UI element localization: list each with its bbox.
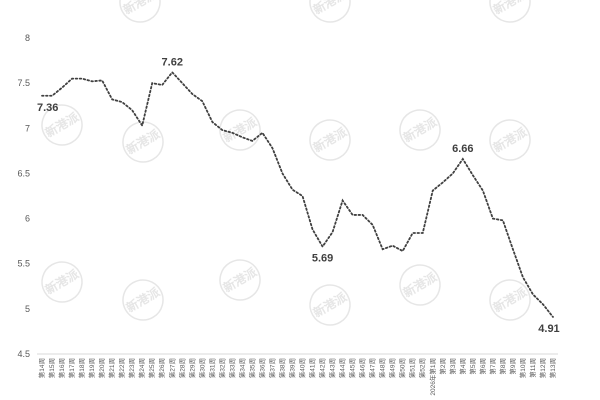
series-line xyxy=(41,70,554,318)
watermark-logo: 新港派 xyxy=(399,264,441,306)
x-tick-label: 第16周 xyxy=(57,358,66,378)
x-tick-label: 第29周 xyxy=(187,358,196,378)
watermark-logo: 新港派 xyxy=(309,119,351,161)
x-tick-label: 第2周 xyxy=(438,358,447,375)
watermark-logo: 新港派 xyxy=(219,259,261,301)
watermark-logo: 新港派 xyxy=(41,261,83,303)
watermark-logo: 新港派 xyxy=(122,279,164,321)
x-tick-label: 第26周 xyxy=(157,358,166,378)
data-label: 7.62 xyxy=(162,56,183,68)
watermark-text: 新港派 xyxy=(310,0,350,17)
data-label: 6.66 xyxy=(452,143,473,155)
x-tick-label: 第39周 xyxy=(287,358,296,378)
x-tick-label: 第34周 xyxy=(237,358,246,378)
x-tick-label: 第45周 xyxy=(348,358,357,378)
x-tick-label: 第18周 xyxy=(77,358,86,378)
x-tick-label: 第36周 xyxy=(257,358,266,378)
x-tick-label: 第13周 xyxy=(548,358,557,378)
watermark-text: 新港派 xyxy=(490,284,530,315)
y-tick-label: 5.5 xyxy=(17,259,30,269)
watermark-logo: 新港派 xyxy=(309,284,351,326)
watermark-logo: 新港派 xyxy=(119,0,161,23)
watermark-logo: 新港派 xyxy=(489,119,531,161)
x-tick-label: 第52周 xyxy=(418,358,427,378)
watermark-text: 新港派 xyxy=(490,124,530,155)
x-tick-label: 第46周 xyxy=(358,358,367,378)
x-axis: 第14周 第15周 第16周 第17周 第18周 第19周 第20周 第21周 第22周 第23周… xyxy=(37,358,557,396)
x-tick-label: 第14周 xyxy=(37,358,46,378)
x-tick-label: 第43周 xyxy=(328,358,337,378)
y-axis: 4.5 5 5.5 6 6.5 7 7.5 8 xyxy=(17,33,30,359)
watermark-text: 新港派 xyxy=(42,266,82,297)
watermark-text: 新港派 xyxy=(310,124,350,155)
x-tick-label: 第42周 xyxy=(318,358,327,378)
x-tick-label: 第23周 xyxy=(127,358,136,378)
x-tick-label: 第50周 xyxy=(398,358,407,378)
watermark-text: 新港派 xyxy=(123,284,163,315)
y-tick-label: 7.5 xyxy=(17,78,30,88)
watermark-text: 新港派 xyxy=(220,264,260,295)
x-tick-label: 第35周 xyxy=(247,358,256,378)
x-tick-label: 第41周 xyxy=(308,358,317,378)
y-tick-label: 8 xyxy=(25,33,30,43)
y-tick-label: 5 xyxy=(25,304,30,314)
watermark-text: 新港派 xyxy=(400,269,440,300)
watermark-text: 新港派 xyxy=(400,114,440,145)
watermark-text: 新港派 xyxy=(120,0,160,17)
data-label: 4.91 xyxy=(538,323,559,335)
x-tick-label: 第48周 xyxy=(378,358,387,378)
y-tick-label: 6 xyxy=(25,214,30,224)
x-tick-label: 第19周 xyxy=(87,358,96,378)
x-tick-label: 第51周 xyxy=(408,358,417,378)
x-tick-label: 第17周 xyxy=(67,358,76,378)
x-tick-label: 第5周 xyxy=(468,358,477,375)
data-label: 7.36 xyxy=(37,102,58,114)
x-tick-label: 第11周 xyxy=(528,358,537,378)
x-tick-label: 第20周 xyxy=(97,358,106,378)
x-tick-label: 第22周 xyxy=(117,358,126,378)
x-tick-label: 第24周 xyxy=(137,358,146,378)
watermark-text: 新港派 xyxy=(123,126,163,157)
x-tick-label: 第10周 xyxy=(518,358,527,378)
x-tick-label: 第7周 xyxy=(488,358,497,375)
x-tick-label: 第21周 xyxy=(107,358,116,378)
watermark-logo: 新港派 xyxy=(489,0,531,23)
x-tick-label: 第32周 xyxy=(217,358,226,378)
x-tick-label: 第47周 xyxy=(368,358,377,378)
watermark-text: 新港派 xyxy=(310,289,350,320)
watermark-text: 新港派 xyxy=(490,0,530,17)
x-tick-label: 第40周 xyxy=(298,358,307,378)
x-tick-label: 第37周 xyxy=(267,358,276,378)
x-tick-label: 2026年第1周 xyxy=(428,358,437,396)
watermark-logo: 新港派 xyxy=(399,109,441,151)
watermark-logo: 新港派 xyxy=(309,0,351,23)
y-tick-label: 6.5 xyxy=(17,168,30,178)
x-tick-label: 第49周 xyxy=(388,358,397,378)
y-tick-label: 4.5 xyxy=(17,349,30,359)
data-labels: 7.36 7.62 5.69 6.66 4.91 xyxy=(37,56,560,335)
x-tick-label: 第25周 xyxy=(147,358,156,378)
x-tick-label: 第44周 xyxy=(338,358,347,378)
x-tick-label: 第33周 xyxy=(227,358,236,378)
watermark-logo: 新港派 xyxy=(489,279,531,321)
x-tick-label: 第31周 xyxy=(207,358,216,378)
x-tick-label: 第12周 xyxy=(538,358,547,378)
x-tick-label: 第4周 xyxy=(458,358,467,375)
x-tick-label: 第9周 xyxy=(508,358,517,375)
x-tick-label: 第15周 xyxy=(47,358,56,378)
x-tick-label: 第6周 xyxy=(478,358,487,375)
x-tick-label: 第28周 xyxy=(177,358,186,378)
x-tick-label: 第3周 xyxy=(448,358,457,375)
y-tick-label: 7 xyxy=(25,123,30,133)
data-label: 5.69 xyxy=(312,253,333,265)
x-tick-label: 第30周 xyxy=(197,358,206,378)
x-tick-label: 第38周 xyxy=(277,358,286,378)
x-tick-label: 第27周 xyxy=(167,358,176,378)
x-tick-label: 第8周 xyxy=(498,358,507,375)
